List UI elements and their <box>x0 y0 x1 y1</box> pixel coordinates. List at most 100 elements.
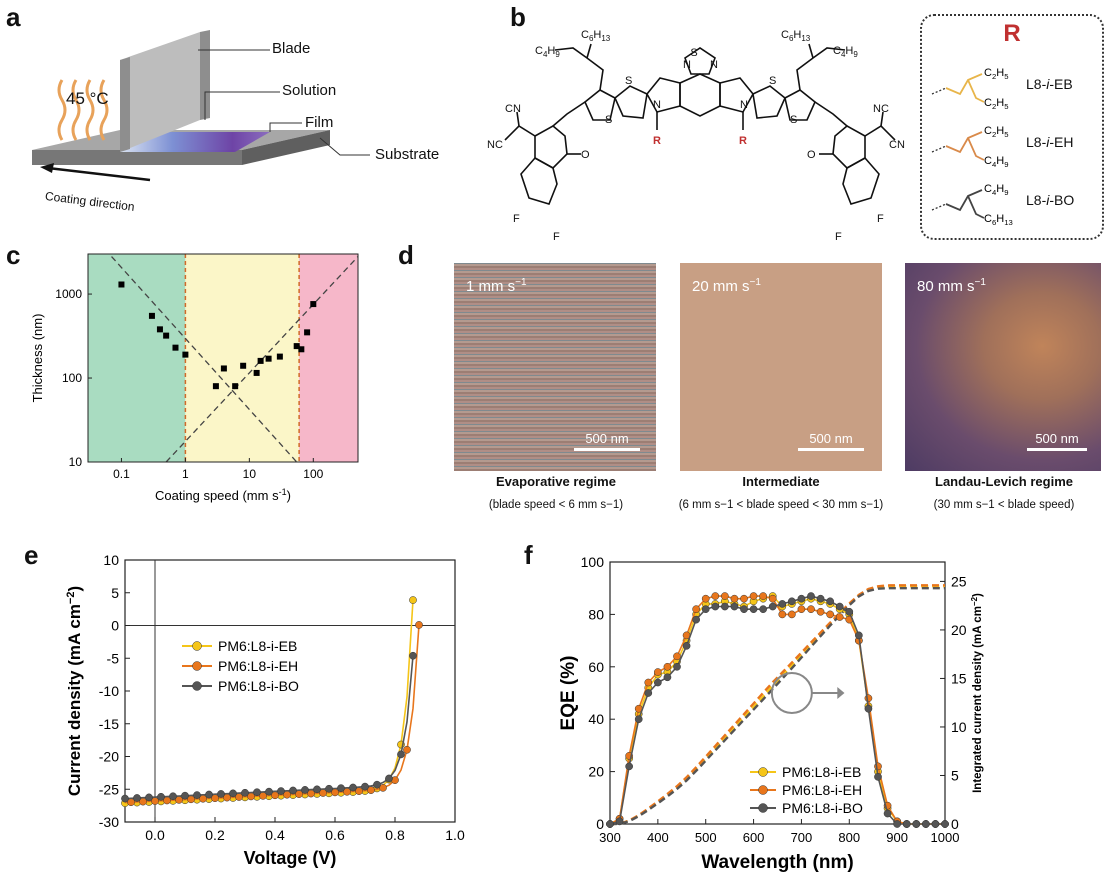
atom-c6h13: C6H13 <box>781 29 811 43</box>
jv-data-point <box>349 783 357 792</box>
eqe-data-point <box>826 610 834 619</box>
atom-s: S <box>769 75 776 87</box>
y-right-tick-label: 5 <box>951 767 959 783</box>
eqe-series-line <box>609 595 945 825</box>
y-axis-label: Current density (mA cm−2) <box>65 586 84 796</box>
eqe-data-point <box>912 820 921 828</box>
jv-data-point <box>145 793 153 802</box>
atom-n: N <box>683 59 691 71</box>
jv-data-point <box>361 782 369 791</box>
eqe-data-point <box>730 594 739 603</box>
eqe-data-point <box>816 607 825 616</box>
speed-label: 80 mm s−1 <box>917 277 986 295</box>
legend-marker <box>758 785 768 795</box>
atom-n: N <box>653 99 661 111</box>
x-tick-label: 500 <box>695 830 717 845</box>
y-right-tick-label: 0 <box>951 816 959 832</box>
jv-data-point <box>337 784 345 793</box>
eqe-data-point <box>692 615 700 624</box>
x-tick-label: 700 <box>791 830 813 845</box>
eqe-data-point <box>682 641 691 650</box>
substituent-structure: C2H5 C2H5 <box>931 67 1008 111</box>
eqe-data-point <box>826 597 834 606</box>
blade-face <box>120 32 200 152</box>
blade-coating-schematic <box>32 30 370 182</box>
jv-data-point <box>289 786 297 795</box>
data-point <box>310 301 317 308</box>
atom-f: F <box>835 231 842 243</box>
jv-data-point <box>313 785 321 794</box>
caption-evaporative: Evaporative regime (blade speed < 6 mm s−… <box>488 474 624 511</box>
jv-data-point <box>415 621 423 629</box>
y-tick-label: -10 <box>99 683 119 699</box>
atom-n: N <box>710 59 718 71</box>
data-point <box>232 383 239 390</box>
legend-label: PM6:L8-i-EB <box>218 638 297 654</box>
annotation-circle <box>770 672 813 714</box>
y-tick-label: -20 <box>99 749 119 765</box>
eqe-data-point <box>701 605 710 614</box>
fit-line <box>111 256 298 463</box>
chain-formula: C2H5 <box>984 67 1008 81</box>
eqe-data-point <box>749 605 758 614</box>
y-axis-label: EQE (%) <box>558 656 579 731</box>
eqe-data-point <box>654 668 662 676</box>
x-tick-label: 0.4 <box>265 827 285 843</box>
legend-marker <box>192 681 202 691</box>
eqe-data-point <box>778 600 787 608</box>
regime-region <box>88 254 186 462</box>
atom-f: F <box>877 213 884 225</box>
data-point <box>156 326 163 333</box>
chain-formula: C4H9 <box>984 155 1008 169</box>
substrate-label: Substrate <box>375 146 440 163</box>
y-tick-label: 5 <box>111 585 119 601</box>
eqe-data-point <box>788 610 796 619</box>
eqe-chart: 300 400 500 600 700 800 900 1000020406080100051… <box>558 554 984 873</box>
atom-c4h9: C4H9 <box>833 45 858 59</box>
jv-data-point <box>379 783 387 792</box>
panel-label-e: e <box>24 540 39 570</box>
atom-cn: CN <box>505 103 521 115</box>
jv-data-point <box>409 651 417 660</box>
atom-c4h9: C4H9 <box>535 45 560 59</box>
eqe-data-point <box>797 605 806 614</box>
x-tick-label: 600 <box>743 830 765 845</box>
legend-label: PM6:L8-i-EH <box>218 658 298 674</box>
caption-landau-levich: Landau-Levich regime (30 mm s−1 < blade s… <box>933 474 1075 511</box>
y-tick-label: 0 <box>596 816 604 832</box>
jv-data-point <box>133 794 141 802</box>
data-point <box>212 383 219 390</box>
y-tick-label: -30 <box>99 814 119 830</box>
eqe-data-point <box>644 689 653 697</box>
jv-data-point <box>397 750 405 759</box>
eqe-data-point <box>893 820 901 828</box>
y-tick-label: 80 <box>588 606 604 622</box>
eqe-data-point <box>864 704 873 713</box>
branch-bond <box>945 73 983 96</box>
atom-s: S <box>625 75 632 87</box>
y-tick-label: 100 <box>581 554 605 570</box>
y-tick-label: -5 <box>107 650 120 666</box>
micrograph-evaporative: 1 mm s−1 500 nm <box>454 263 656 471</box>
atom-r: R <box>739 135 747 147</box>
eqe-data-point <box>759 592 767 600</box>
x-tick-label: 0.8 <box>385 827 405 843</box>
legend-marker <box>758 767 768 777</box>
r-substituent-box: R C2H5 C2H5 L8-i-EB C2H5 C4H9 L8-i-EH C4H9 C6H1… <box>920 14 1104 240</box>
eqe-data-point <box>941 820 949 828</box>
regime-region <box>299 254 358 462</box>
y-right-tick-label: 15 <box>951 670 967 686</box>
branch-bond <box>967 79 985 103</box>
y-right-tick-label: 10 <box>951 719 967 735</box>
legend-label: PM6:L8-i-BO <box>782 800 863 816</box>
caption-intermediate: Intermediate (6 mm s−1 < blade speed < 30… <box>678 474 884 511</box>
film-label: Film <box>305 114 334 131</box>
eqe-data-point <box>883 809 892 818</box>
eqe-data-point <box>634 715 643 724</box>
atom-nc: NC <box>487 139 503 151</box>
jv-data-point <box>301 786 309 794</box>
eqe-data-point <box>711 592 720 600</box>
data-point <box>148 312 155 319</box>
eqe-data-point <box>845 607 854 616</box>
atom-labels: S N N N N S S S S R R O O F F F F CN NC … <box>487 29 905 243</box>
